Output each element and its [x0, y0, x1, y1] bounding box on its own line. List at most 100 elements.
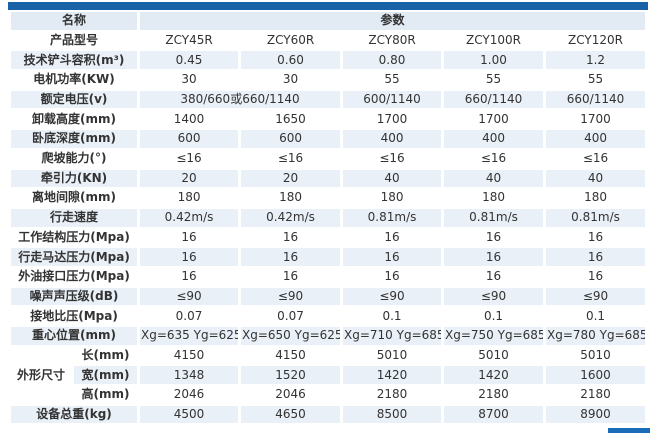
spec-value: 16: [140, 248, 239, 266]
spec-value: 16: [587, 229, 604, 244]
spec-value: 1.2: [546, 51, 646, 70]
spec-value: ≤90: [546, 287, 646, 306]
spec-value: Xg=635 Yg=625: [140, 327, 239, 345]
spec-label: 额定电压(v): [11, 90, 138, 109]
spec-value: ZCY120R: [568, 32, 624, 47]
spec-value: 8500: [343, 405, 442, 424]
spec-value: 16: [384, 229, 400, 244]
spec-value: 0.80: [343, 51, 442, 70]
spec-value: 16: [546, 248, 646, 266]
spec-value: 40: [343, 169, 442, 188]
spec-value: 660/1140: [546, 90, 646, 109]
spec-value: 0.45: [140, 51, 239, 70]
spec-value: ≤16: [176, 151, 202, 166]
spec-value: 0.60: [241, 51, 341, 70]
header-params: 参数: [140, 12, 646, 30]
spec-label: 噪声声压级(dB): [11, 287, 138, 306]
spec-value: 16: [384, 269, 400, 284]
spec-value: 8700: [444, 405, 544, 424]
spec-value: 16: [485, 269, 502, 284]
spec-value: 1400: [173, 111, 205, 126]
spec-value: 20: [241, 169, 341, 188]
spec-value: 55: [587, 72, 604, 87]
spec-value: Xg=750 Yg=685: [444, 327, 544, 345]
spec-label: 工作结构压力(Mpa): [18, 229, 130, 244]
table-row: 设备总重(kg) 4500 4650 8500 8700 8900: [11, 405, 646, 424]
spec-value: 400: [343, 130, 442, 148]
spec-value: 0.1: [585, 308, 606, 323]
spec-value: 40: [444, 169, 544, 188]
spec-value: 16: [282, 229, 299, 244]
spec-value: 20: [140, 169, 239, 188]
spec-value: 660/1140: [444, 90, 544, 109]
spec-value: 30: [181, 72, 197, 87]
spec-value: Xg=650 Yg=625: [241, 327, 341, 345]
spec-value: ≤90: [343, 287, 442, 306]
spec-value: ≤90: [140, 287, 239, 306]
spec-value: 0.07: [175, 308, 203, 323]
spec-value: 1700: [376, 111, 408, 126]
spec-value: ≤90: [444, 287, 544, 306]
spec-label: 卸载高度(mm): [32, 111, 116, 126]
spec-value: ≤16: [277, 151, 304, 166]
spec-value: 2180: [580, 387, 611, 402]
spec-value: 180: [279, 190, 302, 205]
table-row: 外形尺寸 长(mm) 4150 4150 5010 5010 5010: [11, 346, 645, 404]
spec-value: 1520: [241, 366, 341, 385]
spec-label: 外油接口压力(Mpa): [18, 269, 130, 284]
spec-label: 行走速度: [11, 208, 138, 227]
spec-value: ZCY60R: [266, 32, 315, 47]
spec-value: 0.42m/s: [241, 208, 341, 227]
spec-label: 离地间隙(mm): [32, 190, 116, 205]
spec-value: 1420: [444, 366, 544, 385]
spec-value: 1348: [140, 366, 239, 385]
spec-label: 卧底深度(mm): [11, 130, 138, 148]
spec-value: 0.81m/s: [546, 208, 646, 227]
spec-value: 55: [384, 72, 400, 87]
spec-value: ≤16: [582, 151, 609, 166]
spec-value: ≤16: [480, 151, 507, 166]
spec-value: 4150: [275, 347, 306, 362]
header-name: 名称: [11, 12, 138, 30]
spec-value: 0.81m/s: [343, 208, 442, 227]
spec-value: 400: [546, 130, 646, 148]
spec-value: 600: [140, 130, 239, 148]
spec-value: Xg=710 Yg=685: [343, 327, 442, 345]
spec-value: ≤16: [379, 151, 405, 166]
table-row: 行走速度 0.42m/s 0.42m/s 0.81m/s 0.81m/s 0.81m/s: [11, 208, 646, 227]
table-row: 技术铲斗容积(m³) 0.45 0.60 0.80 1.00 1.2: [11, 51, 646, 70]
spec-value: 5010: [478, 347, 509, 362]
spec-value: ZCY100R: [466, 32, 521, 47]
table-row: 接地比压(Mpa) 0.07 0.07 0.1 0.1 0.1: [11, 307, 645, 325]
spec-value: 16: [241, 248, 341, 266]
spec-value: 380/660或660/1140: [140, 90, 341, 109]
spec-value: ≤90: [241, 287, 341, 306]
spec-value: 0.81m/s: [444, 208, 544, 227]
table-row: 卧底深度(mm) 600 600 400 400 400: [11, 130, 646, 148]
table-row: 重心位置(mm) Xg=635 Yg=625 Xg=650 Yg=625 Xg=710…: [11, 327, 646, 345]
spec-label: 行走马达压力(Mpa): [11, 248, 138, 266]
table-row: 工作结构压力(Mpa) 16 16 16 16 16: [11, 229, 645, 247]
spec-value: 600: [241, 130, 341, 148]
table-row: 卸载高度(mm) 1400 1650 1700 1700 1700: [11, 110, 645, 128]
spec-label: 电机功率(KW): [33, 72, 115, 87]
table-row: 离地间隙(mm) 180 180 180 180 180: [11, 189, 645, 207]
spec-label: 高(mm): [81, 387, 130, 402]
table-row: 电机功率(KW) 30 30 55 55 55: [11, 71, 645, 89]
spec-value: 2180: [376, 387, 408, 402]
spec-value: 2046: [275, 387, 306, 402]
spec-value: 1650: [275, 111, 306, 126]
spec-value: 1700: [580, 111, 611, 126]
table-row: 高(mm) 2046 2046 2180 2180 2180: [11, 386, 645, 404]
spec-value: 0.42m/s: [140, 208, 239, 227]
table-header-row: 名称 参数: [11, 12, 646, 30]
table-row: 爬坡能力(°) ≤16 ≤16 ≤16 ≤16 ≤16: [11, 150, 645, 168]
top-accent-bar: [8, 2, 648, 10]
spec-label: 接地比压(Mpa): [30, 308, 118, 323]
spec-value: 16: [444, 248, 544, 266]
spec-value: 180: [584, 190, 607, 205]
table-row: 行走马达压力(Mpa) 16 16 16 16 16: [11, 248, 646, 266]
spec-value: 4500: [140, 405, 239, 424]
spec-label: 宽(mm): [74, 366, 138, 385]
spec-value: 0.1: [483, 308, 504, 323]
